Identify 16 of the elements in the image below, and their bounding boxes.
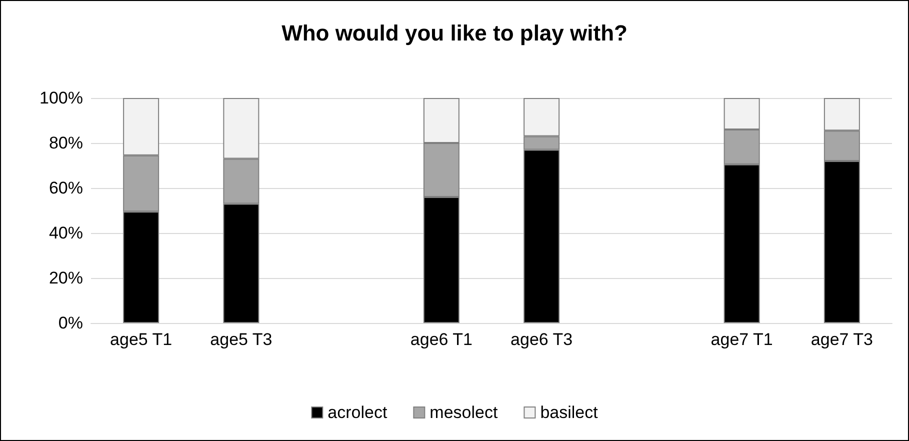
y-tick-label: 60% bbox=[48, 178, 83, 198]
x-tick-label: age6 T3 bbox=[510, 330, 573, 349]
legend-label: basilect bbox=[540, 403, 598, 422]
x-tick-label: age5 T1 bbox=[110, 330, 172, 349]
y-tick-label: 0% bbox=[58, 314, 83, 332]
y-tick-label: 80% bbox=[48, 134, 83, 152]
x-tick-label: age6 T1 bbox=[410, 330, 472, 349]
x-tick-label: age5 T3 bbox=[210, 330, 272, 349]
y-tick-label: 40% bbox=[48, 224, 83, 242]
y-tick-label: 100% bbox=[40, 88, 83, 108]
legend-label: mesolect bbox=[430, 403, 498, 422]
chart-title: Who would you like to play with? bbox=[282, 20, 628, 46]
y-tick-label: 20% bbox=[48, 268, 83, 288]
legend-label: acrolect bbox=[328, 403, 388, 422]
x-tick-label: age7 T3 bbox=[810, 330, 873, 349]
x-tick-label: age7 T1 bbox=[710, 330, 773, 349]
